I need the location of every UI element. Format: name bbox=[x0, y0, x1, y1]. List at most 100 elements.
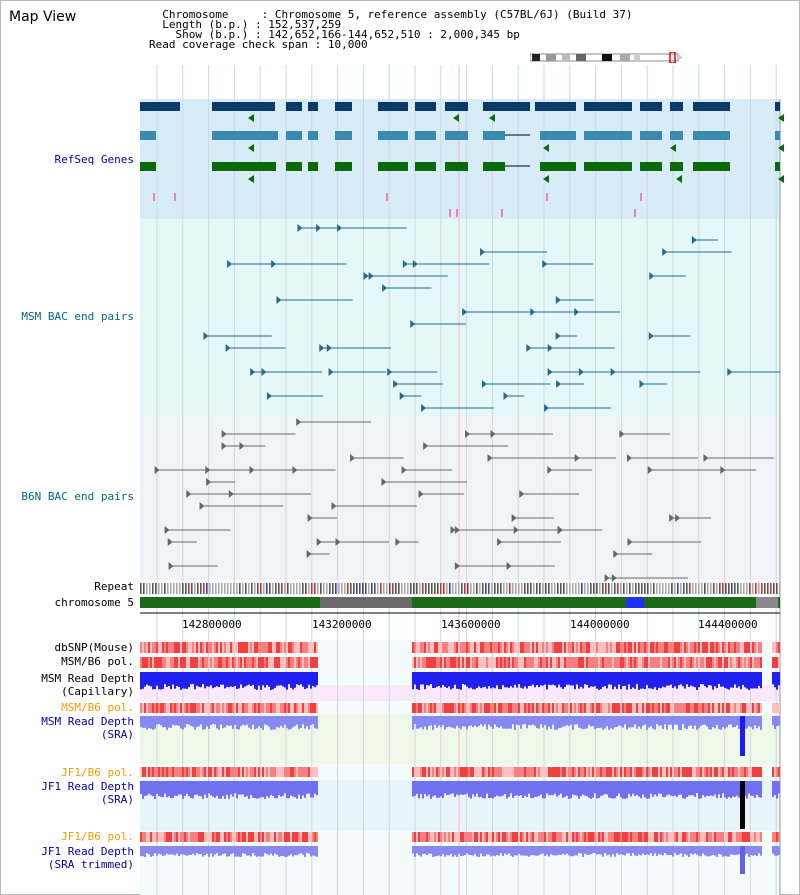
chromosome-ideogram[interactable] bbox=[530, 52, 684, 63]
msm-pol2-heat bbox=[416, 703, 418, 713]
msm-capillary-depth bbox=[310, 672, 312, 689]
msm-pol-heat bbox=[774, 657, 776, 668]
jf1-pol2-heat bbox=[256, 832, 258, 842]
dbsnp-heat bbox=[742, 642, 744, 653]
msm-sra-depth bbox=[622, 716, 624, 728]
jf1-trim-depth bbox=[654, 846, 656, 854]
msm-pol-heat bbox=[594, 657, 596, 668]
jf1-pol-heat bbox=[200, 767, 202, 777]
msm-capillary-depth bbox=[740, 672, 742, 690]
jf1-trim-depth bbox=[178, 846, 180, 857]
msm-sra-depth bbox=[550, 716, 552, 729]
repeat-mark bbox=[458, 583, 460, 594]
jf1-pol2-heat bbox=[574, 832, 576, 842]
msm-pol-heat bbox=[214, 657, 216, 668]
msm-capillary-depth bbox=[190, 672, 192, 685]
msm-bac-pair-end bbox=[544, 404, 550, 412]
jf1-pol-heat bbox=[592, 767, 594, 777]
msm-sra-depth bbox=[188, 716, 190, 725]
jf1-sra-depth bbox=[280, 781, 282, 797]
msm-capillary-depth bbox=[736, 672, 738, 688]
jf1-trim-depth bbox=[658, 846, 660, 855]
jf1-pol2-heat bbox=[468, 832, 470, 842]
b6n-bac-pair-end bbox=[168, 562, 174, 570]
msm-pol2-heat bbox=[752, 703, 754, 713]
repeat-mark bbox=[710, 583, 712, 594]
msm-pol-heat bbox=[246, 657, 248, 668]
jf1-sra-depth bbox=[598, 781, 600, 798]
dbsnp-heat bbox=[164, 642, 166, 653]
repeat-mark bbox=[728, 583, 730, 594]
jf1-trim-depth bbox=[642, 846, 644, 854]
msm-pol-heat bbox=[562, 657, 564, 668]
dbsnp-heat bbox=[746, 642, 748, 653]
jf1-pol-heat bbox=[534, 767, 536, 777]
jf1-trim-depth bbox=[580, 846, 582, 854]
msm-sra-depth bbox=[652, 716, 654, 729]
dbsnp-heat bbox=[190, 642, 192, 653]
msm-capillary-depth bbox=[418, 672, 420, 690]
msm-sra-depth bbox=[696, 716, 698, 730]
msm-sra-depth bbox=[648, 716, 650, 728]
msm-pol2-heat bbox=[772, 703, 774, 713]
msm-pol-heat bbox=[712, 657, 714, 668]
msm-sra-depth bbox=[230, 716, 232, 726]
jf1-trim-depth bbox=[244, 846, 246, 854]
msm-pol2-heat bbox=[274, 703, 276, 713]
jf1-sra-depth bbox=[514, 781, 516, 796]
dbsnp-heat bbox=[636, 642, 638, 653]
msm-pol-heat bbox=[442, 657, 444, 668]
axis-tick: 143600000 bbox=[441, 618, 501, 631]
msm-sra-depth bbox=[580, 716, 582, 729]
jf1-pol2-heat bbox=[598, 832, 600, 842]
msm-sra-depth bbox=[424, 716, 426, 727]
jf1-pol-heat bbox=[162, 767, 164, 777]
dbsnp-heat bbox=[222, 642, 224, 653]
b6n-bac-pair-end bbox=[611, 574, 617, 582]
repeat-mark bbox=[713, 583, 715, 594]
jf1-pol2-heat bbox=[236, 832, 238, 842]
jf1-sra-depth bbox=[704, 781, 706, 797]
msm-capillary-depth bbox=[236, 672, 238, 690]
jf1-trim-depth bbox=[480, 846, 482, 854]
jf1-pol2-heat bbox=[488, 832, 490, 842]
b6n-bac-pair-end bbox=[154, 466, 160, 474]
jf1-pol-heat bbox=[552, 767, 554, 777]
jf1-pol-heat bbox=[732, 767, 734, 777]
msm-sra-depth bbox=[282, 716, 284, 728]
jf1-sra-depth bbox=[268, 781, 270, 798]
jf1-pol2-heat bbox=[254, 832, 256, 842]
repeat-mark bbox=[608, 583, 610, 594]
dbsnp-heat bbox=[672, 642, 674, 653]
msm-pol-heat bbox=[160, 657, 162, 668]
dbsnp-heat bbox=[600, 642, 602, 653]
jf1-pol2-heat bbox=[164, 832, 166, 842]
jf1-sra-depth bbox=[632, 781, 634, 794]
ncrna-mark bbox=[449, 209, 451, 217]
msm-pol2-heat bbox=[266, 703, 268, 713]
jf1-pol-heat bbox=[688, 767, 690, 777]
jf1-pol2-heat bbox=[576, 832, 578, 842]
msm-capillary-depth bbox=[538, 672, 540, 688]
msm-capillary-depth bbox=[734, 672, 736, 685]
msm-sra-label-1: MSM Read Depth bbox=[41, 715, 134, 728]
jf1-pol-heat bbox=[512, 767, 514, 777]
msm-capillary-depth bbox=[488, 672, 490, 687]
msm-pol2-heat bbox=[316, 703, 318, 713]
jf1-pol2-heat bbox=[652, 832, 654, 842]
jf1-sra-depth bbox=[306, 781, 308, 794]
msm-sra-depth bbox=[464, 716, 466, 727]
jf1-trim-depth bbox=[232, 846, 234, 854]
dbsnp-heat bbox=[298, 642, 300, 653]
msm-pol2-heat bbox=[638, 703, 640, 713]
msm-sra-depth bbox=[210, 716, 212, 726]
jf1-sra-depth bbox=[246, 781, 248, 797]
dbsnp-heat bbox=[628, 642, 630, 653]
repeat-mark bbox=[644, 583, 646, 594]
jf1-trim-depth bbox=[604, 846, 606, 854]
dbsnp-heat bbox=[234, 642, 236, 653]
jf1-sra-depth bbox=[168, 781, 170, 797]
jf1-sra-depth bbox=[264, 781, 266, 799]
jf1-trim-depth bbox=[174, 846, 176, 856]
